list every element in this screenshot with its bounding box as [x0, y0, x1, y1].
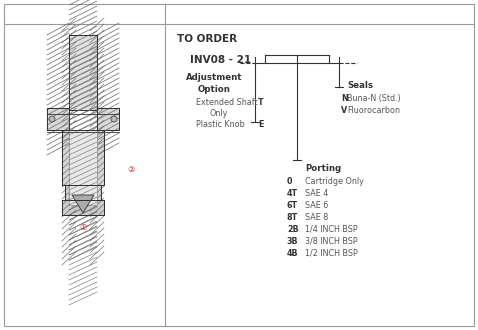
- Text: Cartridge Only: Cartridge Only: [305, 177, 364, 186]
- Text: 1/2 INCH BSP: 1/2 INCH BSP: [305, 249, 358, 258]
- Text: V: V: [341, 106, 347, 115]
- Text: SAE 4: SAE 4: [305, 189, 328, 198]
- Circle shape: [111, 116, 117, 122]
- Bar: [62, 200, 104, 215]
- Text: Adjustment: Adjustment: [186, 73, 242, 82]
- Text: ①: ①: [79, 222, 87, 232]
- Polygon shape: [97, 108, 119, 130]
- Text: Extended Shaft: Extended Shaft: [196, 98, 258, 107]
- Text: 1/4 INCH BSP: 1/4 INCH BSP: [305, 225, 358, 234]
- Circle shape: [49, 116, 55, 122]
- Bar: [65, 185, 101, 200]
- Bar: [69, 35, 97, 110]
- Text: 4T: 4T: [287, 189, 298, 198]
- Bar: [65, 185, 101, 200]
- Text: 3/8 INCH BSP: 3/8 INCH BSP: [305, 237, 358, 246]
- Bar: [62, 200, 104, 215]
- Polygon shape: [47, 108, 69, 130]
- Bar: [62, 130, 104, 185]
- Bar: [69, 130, 97, 205]
- Bar: [62, 130, 104, 185]
- Text: Seals: Seals: [347, 81, 373, 90]
- Text: INV08 - 21: INV08 - 21: [190, 55, 251, 65]
- Text: 3B: 3B: [287, 237, 299, 246]
- Text: 2B: 2B: [287, 225, 299, 234]
- Text: 0: 0: [287, 177, 293, 186]
- Text: ②: ②: [127, 166, 135, 175]
- Text: SAE 8: SAE 8: [305, 213, 328, 222]
- Text: 8T: 8T: [287, 213, 298, 222]
- Text: 6T: 6T: [287, 201, 298, 210]
- Text: E: E: [258, 120, 263, 129]
- Text: Plastic Knob: Plastic Knob: [196, 120, 245, 129]
- Text: Only: Only: [210, 109, 228, 118]
- Polygon shape: [72, 195, 94, 213]
- Text: N: N: [341, 94, 348, 103]
- Bar: [69, 35, 97, 110]
- Text: Porting: Porting: [305, 164, 341, 173]
- Text: Fluorocarbon: Fluorocarbon: [347, 106, 400, 115]
- Text: T: T: [258, 98, 264, 107]
- Text: SAE 6: SAE 6: [305, 201, 328, 210]
- Text: TO ORDER: TO ORDER: [177, 34, 237, 44]
- Text: Option: Option: [197, 85, 230, 94]
- Text: 4B: 4B: [287, 249, 299, 258]
- Bar: [76, 130, 90, 205]
- Text: Buna-N (Std.): Buna-N (Std.): [347, 94, 401, 103]
